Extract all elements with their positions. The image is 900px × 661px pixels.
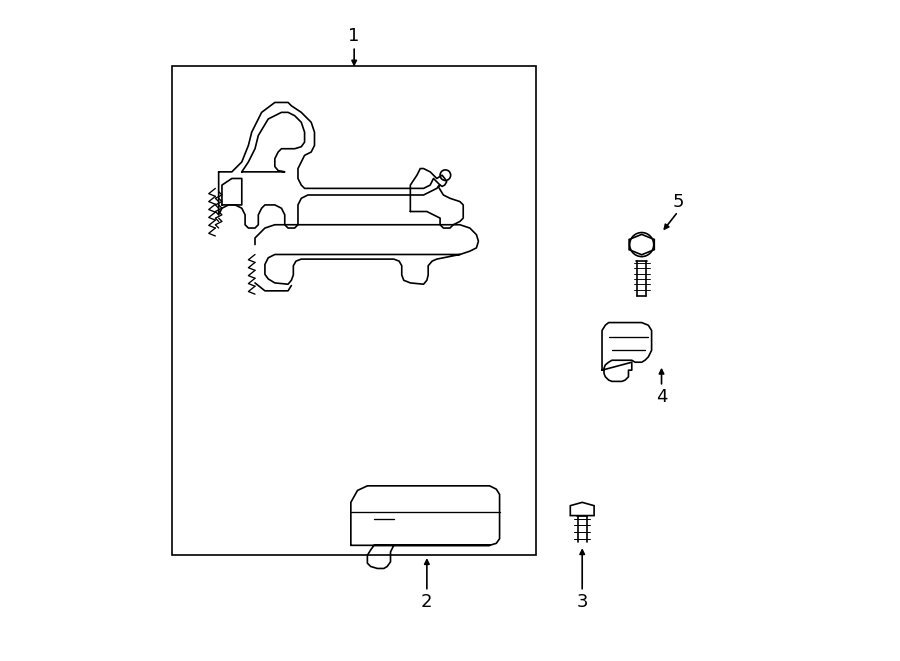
- Text: 3: 3: [577, 592, 588, 611]
- Text: 1: 1: [348, 27, 360, 46]
- Bar: [173, 66, 536, 555]
- Text: 2: 2: [421, 592, 433, 611]
- Text: 4: 4: [656, 387, 667, 406]
- Text: 5: 5: [672, 192, 684, 211]
